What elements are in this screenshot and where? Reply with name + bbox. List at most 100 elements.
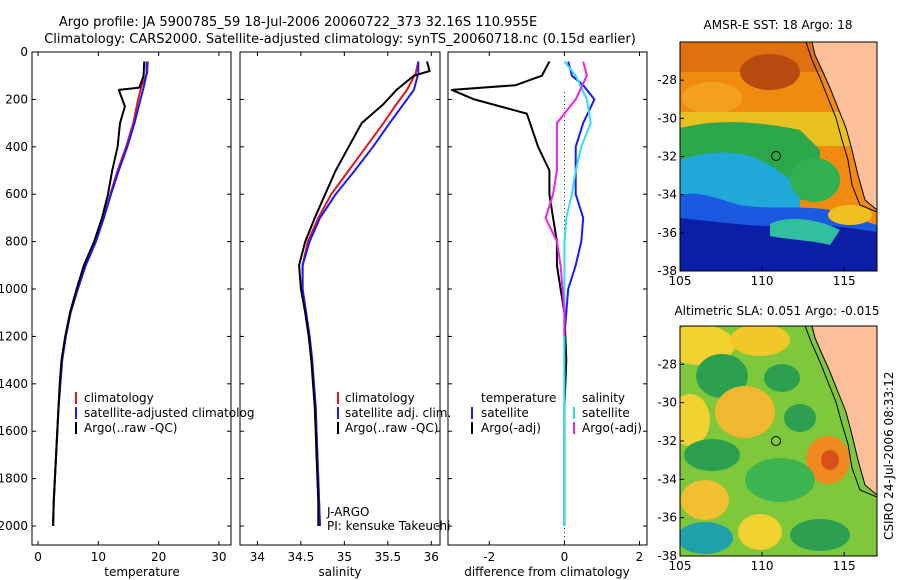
sla-isobath [804,326,877,498]
x-axis-label: difference from climatology [464,565,630,579]
x-tick-label: 34.5 [288,550,315,564]
legend-label-argo: Argo(..raw -QC) [84,421,177,435]
figure-title-line2: Climatology: CARS2000. Satellite-adjuste… [44,32,636,47]
temperature-legend: climatology satellite-adjusted climatolo… [75,391,254,435]
sla-field-peak [821,450,839,470]
map-y-tick-label: -28 [657,73,677,87]
map-y-tick-label: -34 [657,472,677,486]
sla-field-low [764,364,800,392]
sst-land-australia [811,42,877,211]
series-line-salinity-argo-adj- [544,61,588,337]
map-x-tick-label: 110 [751,274,774,288]
series-line-climatology [52,61,149,527]
series-line-satellite-adj-clim- [301,61,420,527]
pi-label: PI: kensuke Takeuchi [327,519,450,533]
temperature-plot-frame [31,51,232,546]
legend-label-sal-argo: Argo(-adj) [582,421,642,435]
y-tick-label: 1800 [0,472,28,486]
map-y-tick-label: -38 [657,549,677,563]
sla-land-australia [811,326,877,496]
sst-map-title: AMSR-E SST: 18 Argo: 18 [704,18,853,32]
sst-field-eddy [770,218,840,245]
difference-legend: temperature satellite Argo(-adj) salinit… [471,391,642,435]
series-line-salinity-satellite [563,60,592,526]
map-y-tick-label: -30 [657,396,677,410]
map-x-tick-label: 115 [833,274,856,288]
difference-plot: -2 0 2 difference from climatology [448,51,647,579]
sla-field-high [680,394,710,446]
sst-warm-core [740,54,800,90]
map-x-tick-label: 115 [833,559,856,573]
map-y-tick-label: -36 [657,511,677,525]
legend-label-temp-argo: Argo(-adj) [481,421,541,435]
salinity-plot: 34 34.5 35 35.5 36 salinity [240,51,440,579]
sst-map-axes: 105 110 115 -28 -30 -32 -34 -36 -38 [657,73,855,288]
y-tick-label: 800 [5,235,28,249]
sst-map [680,42,877,271]
legend-label-satellite: satellite adj. clim. [345,406,451,420]
y-tick-label: 1400 [0,377,28,391]
x-tick-label: 35 [337,550,352,564]
sla-map [680,326,877,556]
x-tick-label: 0 [34,550,42,564]
x-tick-label: 30 [211,550,226,564]
x-tick-label: 2 [636,550,644,564]
map-y-tick-label: -32 [657,150,677,164]
legend-label-temp-satellite: satellite [481,406,529,420]
y-tick-label: 0 [20,45,28,59]
series-line-temperature-satellite [563,61,596,526]
x-tick-label: 35.5 [374,550,401,564]
x-tick-label: -2 [483,550,495,564]
sst-field-blob [682,82,742,114]
map-y-tick-label: -30 [657,111,677,125]
map-y-tick-label: -32 [657,434,677,448]
map-x-tick-label: 105 [669,274,692,288]
x-axis-label: salinity [318,565,361,579]
salinity-legend: climatology satellite adj. clim. Argo(..… [326,391,451,533]
legend-heading-salinity: salinity [582,391,625,405]
sla-field-high [715,386,775,438]
y-tick-label: 1600 [0,424,28,438]
figure-title-line1: Argo profile: JA 5900785_59 18-Jul-2006 … [59,15,537,30]
legend-label-climatology: climatology [345,391,415,405]
series-line-argo-raw-qc- [52,61,146,527]
sst-field-coastal-warm [828,205,872,225]
sla-field-low [784,404,816,432]
y-tick-label: 200 [5,92,28,106]
map-y-tick-label: -36 [657,226,677,240]
sla-field-high [738,514,782,550]
legend-heading-temperature: temperature [481,391,556,405]
sla-field-high [681,480,729,520]
map-x-tick-label: 110 [751,559,774,573]
x-axis-label: temperature [104,565,179,579]
series-line-satellite-adjusted-climatology [52,61,148,527]
y-tick-label: 2000 [0,519,28,533]
sla-map-title: Altimetric SLA: 0.051 Argo: -0.015 [674,304,879,318]
series-line-climatology [301,61,420,527]
salinity-plot-frame [239,51,441,546]
x-tick-label: 36 [424,550,439,564]
map-y-tick-label: -38 [657,264,677,278]
sst-field-blob [790,158,840,202]
y-tick-label: 400 [5,140,28,154]
sla-field-low [790,519,850,551]
csiro-timestamp: CSIRO 24-Jul-2006 08:33:12 [882,372,896,540]
legend-label-satellite: satellite-adjusted climatolog [84,406,254,420]
y-tick-label: 600 [5,187,28,201]
legend-label-argo: Argo(..raw -QC) [345,421,438,435]
sla-field-high [730,326,790,356]
sst-isobath [805,42,877,213]
y-tick-label: 1200 [0,329,28,343]
legend-label-climatology: climatology [84,391,154,405]
sla-field-trough [680,522,733,554]
temperature-plot: 0 10 20 30 0 200 400 600 800 1000 1200 1400 1600 1800… [0,45,231,579]
sst-argo-position-marker [771,151,781,161]
map-x-tick-label: 105 [669,559,692,573]
legend-label-sal-satellite: satellite [582,406,630,420]
x-tick-label: 20 [151,550,166,564]
x-tick-label: 10 [91,550,106,564]
difference-plot-frame [447,51,648,546]
map-y-tick-label: -28 [657,357,677,371]
sla-field-low [696,354,748,398]
